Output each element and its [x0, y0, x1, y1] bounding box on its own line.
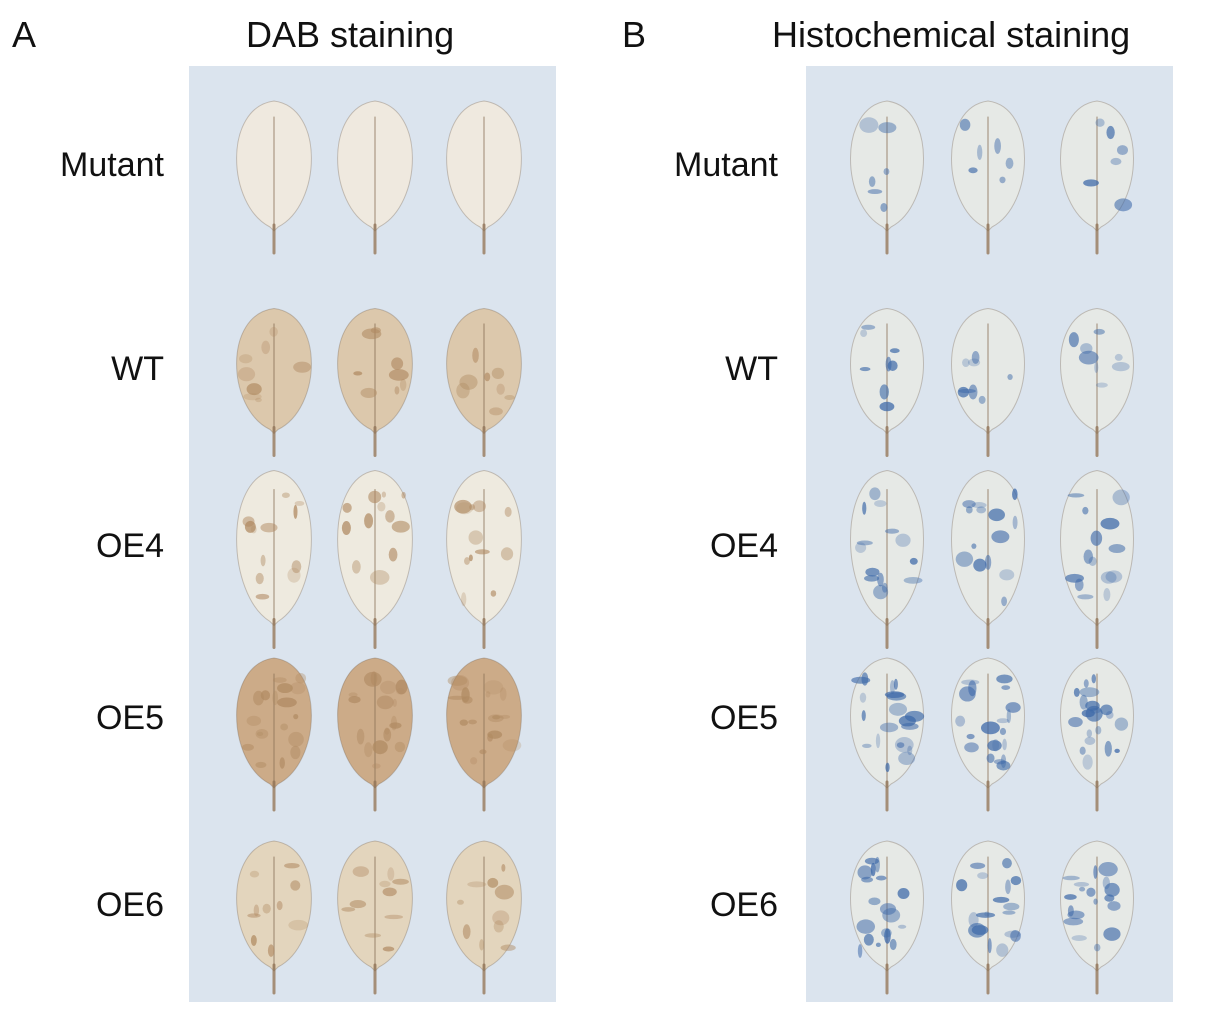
dab-leaf-r3-c3: [446, 469, 522, 649]
panel-b-row-label-oe6: OE6: [709, 886, 778, 924]
histo-leaf-r1-c1: [850, 100, 924, 255]
dab-leaf-r5-c3: [446, 840, 522, 995]
dab-leaf-r5-c2: [337, 840, 413, 995]
panel-a-row-label-oe6: OE6: [95, 886, 164, 924]
histo-leaf-r4-c2: [951, 657, 1025, 812]
histo-leaf-r1-c3: [1060, 100, 1134, 255]
panel-b-row-label-wt: WT: [725, 350, 778, 388]
histo-leaf-r5-c1: [850, 840, 924, 995]
histochemical-staining-leaf-photo: [806, 66, 1173, 1002]
histo-leaf-r3-c3: [1060, 469, 1134, 649]
panel-b-title: Histochemical staining: [772, 14, 1131, 55]
histo-leaf-r2-c1: [850, 307, 924, 457]
histo-leaf-r1-c2: [951, 100, 1025, 255]
dab-leaf-r2-c2: [337, 307, 413, 457]
histo-leaf-r3-c2: [951, 469, 1025, 649]
dab-leaf-r4-c2: [337, 657, 413, 812]
panel-a-row-label-mutant: Mutant: [60, 146, 164, 184]
panel-b-row-label-oe4: OE4: [709, 527, 778, 565]
dab-leaf-r1-c1: [236, 100, 312, 255]
dab-leaf-r4-c1: [236, 657, 312, 812]
panel-a-row-label-oe5: OE5: [95, 699, 164, 737]
dab-leaf-r5-c1: [236, 840, 312, 995]
histo-leaf-r5-c2: [951, 840, 1025, 995]
dab-leaf-r1-c2: [337, 100, 413, 255]
panel-b-row-label-mutant: Mutant: [674, 146, 778, 184]
dab-staining-leaf-photo: [189, 66, 556, 1002]
dab-leaf-r4-c3: [446, 657, 522, 812]
panel-a-title: DAB staining: [246, 14, 455, 55]
dab-leaf-r2-c1: [236, 307, 312, 457]
histo-leaf-r4-c3: [1060, 657, 1134, 812]
histo-leaf-r3-c1: [850, 469, 924, 649]
histo-leaf-r4-c1: [850, 657, 925, 812]
dab-leaf-r3-c1: [236, 469, 312, 649]
panel-a-letter: A: [12, 14, 37, 55]
dab-leaf-r2-c3: [446, 307, 522, 457]
panel-b-row-label-oe5: OE5: [709, 699, 778, 737]
panel-a-row-label-wt: WT: [111, 350, 164, 388]
dab-leaf-r1-c3: [446, 100, 522, 255]
histo-leaf-r5-c3: [1060, 840, 1134, 995]
histo-leaf-r2-c2: [951, 307, 1025, 457]
dab-leaf-r3-c2: [337, 469, 413, 649]
histo-leaf-r2-c3: [1060, 307, 1134, 457]
panel-b-letter: B: [622, 14, 647, 55]
panel-a-row-label-oe4: OE4: [95, 527, 164, 565]
